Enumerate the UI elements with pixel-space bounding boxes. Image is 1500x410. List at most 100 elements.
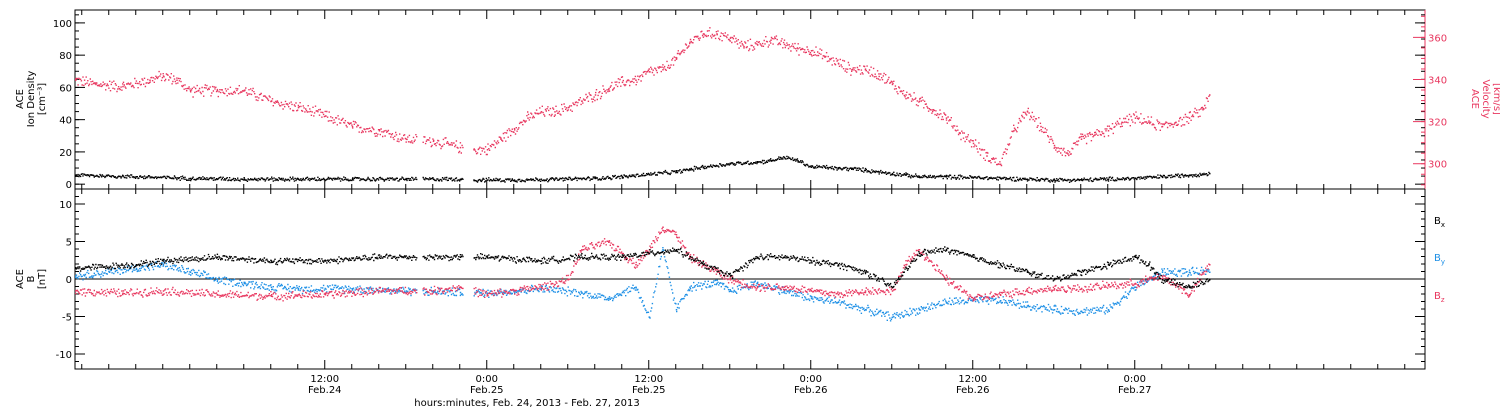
legend-bz: Bz	[1434, 291, 1445, 304]
data-point-density	[135, 176, 138, 178]
data-point-velocity	[999, 163, 1002, 166]
data-point-by	[351, 288, 354, 290]
data-point-velocity	[554, 111, 556, 113]
data-point-density	[891, 172, 894, 175]
data-point-velocity	[1040, 125, 1042, 128]
data-point-bx	[270, 260, 273, 262]
x-tick-label-time: 12:00	[634, 374, 663, 385]
x-tick-label-date: Feb.25	[632, 385, 666, 396]
data-point-velocity	[1026, 111, 1029, 113]
data-series	[75, 27, 1211, 322]
data-point-bx	[945, 249, 948, 251]
data-point-by	[999, 300, 1002, 302]
data-point-bz	[783, 286, 786, 288]
data-point-bz	[999, 294, 1002, 296]
data-point-by	[1107, 309, 1110, 311]
data-point-by	[581, 292, 583, 294]
data-point-velocity	[837, 62, 840, 65]
data-point-by	[405, 290, 408, 292]
data-point-velocity	[297, 106, 300, 109]
x-tick-label-date: Feb.24	[308, 385, 342, 396]
data-point-by	[135, 267, 138, 270]
data-point-by	[189, 271, 192, 273]
data-point-bz	[1188, 294, 1191, 296]
density-y-tick-label: 100	[53, 19, 72, 30]
data-point-velocity	[662, 68, 664, 71]
legend-bz-sub: z	[1441, 296, 1445, 304]
data-point-bz	[162, 290, 165, 292]
data-point-density	[810, 166, 813, 168]
data-point-velocity	[716, 33, 718, 35]
data-point-velocity	[594, 94, 597, 96]
data-point-by	[1188, 271, 1191, 273]
x-tick-label-date: Feb.26	[956, 385, 990, 396]
series-bx-dots	[75, 246, 1210, 289]
data-point-density	[189, 177, 192, 180]
data-point-bz	[729, 279, 732, 281]
velocity-y-tick-label: 360	[1428, 33, 1447, 44]
density-y-tick-label: 20	[59, 148, 72, 159]
series-by	[75, 247, 1211, 322]
data-point-velocity	[608, 87, 610, 90]
field-axis-label: ACE B [nT]	[15, 269, 48, 289]
data-point-by	[918, 309, 921, 311]
data-point-by	[108, 271, 111, 273]
data-point-velocity	[918, 100, 921, 103]
series-bx	[75, 246, 1211, 289]
data-point-density	[594, 177, 597, 180]
data-point-bz	[837, 294, 840, 296]
data-point-density	[648, 173, 651, 176]
data-point-density	[905, 174, 907, 176]
data-point-bx	[581, 256, 583, 258]
field-y-tick-label: 10	[59, 200, 72, 211]
data-point-velocity	[905, 94, 907, 96]
density-axis-label-line3: [cm⁻³]	[37, 83, 48, 115]
data-point-velocity	[851, 68, 853, 71]
data-point-velocity	[932, 108, 934, 111]
data-point-velocity	[635, 79, 637, 81]
data-point-velocity	[986, 155, 988, 157]
x-tick-label-date: Feb.26	[794, 385, 828, 396]
data-point-velocity	[351, 125, 354, 128]
legend-bx-sub: x	[1441, 221, 1445, 229]
series-velocity	[75, 27, 1211, 167]
data-point-bx	[75, 267, 77, 270]
data-point-density	[999, 177, 1002, 180]
data-point-by	[243, 282, 246, 285]
data-point-bx	[1148, 264, 1150, 266]
data-point-bz	[486, 294, 489, 296]
velocity-axis-label-line1: ACE	[1469, 89, 1480, 109]
data-point-velocity	[675, 58, 678, 60]
data-point-bz	[459, 286, 462, 288]
velocity-axis-label-line2: Velocity	[1480, 79, 1491, 118]
field-y-tick-label: 5	[66, 238, 72, 249]
x-axis-title: hours:minutes, Feb. 24, 2013 - Feb. 27, …	[414, 398, 639, 409]
legend-by: By	[1434, 253, 1445, 266]
data-point-bx	[1080, 271, 1083, 273]
velocity-axis-label: ACE Velocity [km/s]	[1469, 79, 1500, 118]
x-tick-label-time: 0:00	[1124, 374, 1146, 385]
data-point-density	[756, 161, 759, 164]
data-point-by	[837, 301, 840, 303]
data-point-velocity	[743, 45, 745, 48]
data-point-velocity	[405, 138, 408, 140]
data-point-velocity	[797, 47, 799, 50]
data-point-bz	[1134, 282, 1137, 285]
axis-ticks: 12:00Feb.240:00Feb.2512:00Feb.250:00Feb.…	[53, 10, 1447, 396]
data-point-velocity	[959, 132, 961, 134]
data-point-density	[1134, 177, 1137, 180]
data-point-velocity	[500, 138, 502, 140]
data-point-density	[297, 178, 300, 181]
data-point-bz	[1107, 285, 1110, 287]
data-point-density	[837, 168, 840, 170]
data-point-bz	[945, 279, 948, 281]
data-point-bz	[1053, 288, 1056, 290]
series-bz	[75, 226, 1211, 302]
x-tick-label-date: Feb.25	[470, 385, 504, 396]
data-point-velocity	[473, 148, 475, 151]
data-point-density	[1209, 172, 1211, 175]
legend-by-sub: y	[1441, 258, 1445, 266]
data-point-by	[162, 264, 165, 266]
data-point-by	[1161, 271, 1164, 273]
